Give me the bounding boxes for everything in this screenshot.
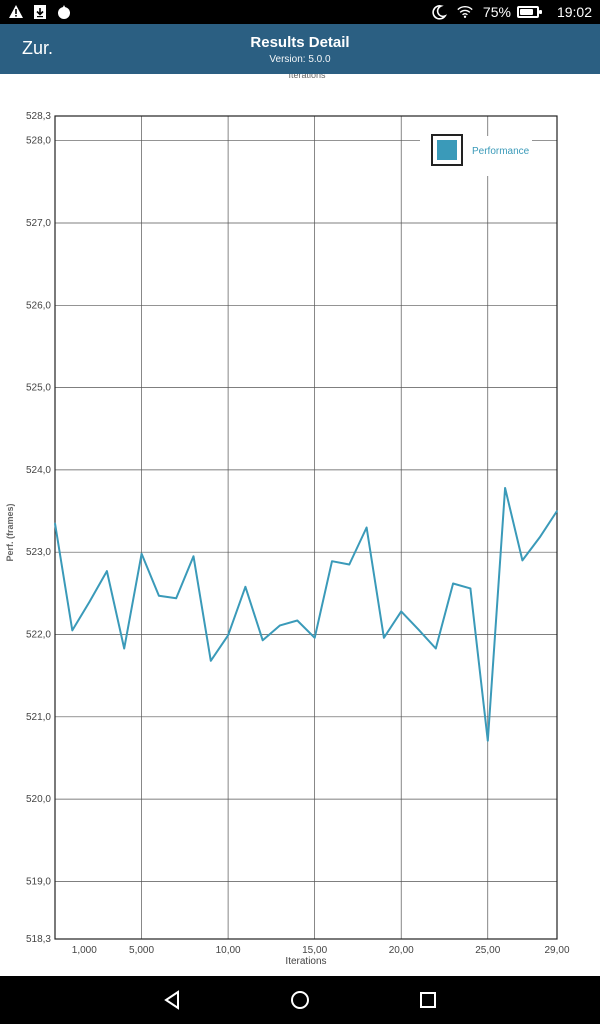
x-tick-label: 5,000 (129, 945, 154, 956)
y-tick-label: 527,0 (26, 218, 51, 229)
data-point (244, 585, 247, 588)
series-line-performance (54, 487, 558, 742)
page-subtitle: Version: 5.0.0 (269, 54, 331, 65)
data-point (158, 595, 160, 597)
x-tick-label: 10,00 (216, 945, 241, 956)
status-left-icons (8, 4, 72, 20)
x-tick-label: 25,00 (475, 945, 500, 956)
data-point (296, 619, 299, 622)
title-block: Results Detail Version: 5.0.0 (0, 34, 600, 65)
data-point (88, 600, 91, 603)
battery-indicator: 75% (482, 4, 542, 20)
home-circle-icon (291, 991, 309, 1009)
data-point (54, 522, 56, 525)
battery-fill (519, 9, 534, 15)
nav-back-button[interactable] (154, 982, 190, 1018)
x-tick-label: 29,00 (544, 945, 569, 956)
chart-area: Iterations 518,3 519,0 520,0 521,0 522,0 523,0… (0, 74, 600, 976)
x-axis-label: Iterations (285, 956, 326, 967)
data-point (209, 660, 212, 662)
data-point (279, 624, 281, 627)
navigation-bar (0, 976, 600, 1024)
data-point (556, 510, 558, 512)
data-point (192, 555, 195, 558)
y-tick-label: 525,0 (26, 383, 51, 394)
x-tick-label: 1,000 (72, 945, 97, 956)
app-bar: Zur. Results Detail Version: 5.0.0 (0, 24, 600, 74)
page-title: Results Detail (250, 34, 350, 51)
y-tick-label: 521,0 (26, 712, 51, 723)
y-axis-label: Perf. (frames) (5, 503, 15, 561)
data-point (486, 739, 489, 742)
data-point (469, 587, 472, 590)
y-tick-label: 528,3 (26, 111, 51, 122)
data-point (227, 634, 229, 637)
x-tick-label: 20,00 (389, 945, 414, 956)
top-axis-label: Iterations (288, 74, 326, 80)
data-point (521, 559, 524, 562)
download-icon (32, 4, 48, 20)
y-tick-label: 528,0 (26, 136, 51, 147)
x-tick-label: 15,00 (302, 945, 327, 956)
performance-chart[interactable]: Iterations 518,3 519,0 520,0 521,0 522,0 523,0… (0, 74, 600, 976)
data-point (313, 636, 316, 639)
data-point (538, 536, 541, 539)
legend-label: Performance (472, 146, 530, 157)
warning-icon (8, 4, 24, 20)
y-tick-label: 522,0 (26, 629, 51, 640)
plot-border (54, 115, 558, 940)
y-tick-label: 523,0 (26, 547, 51, 558)
data-point (383, 636, 385, 639)
data-point (140, 553, 143, 555)
data-point (400, 610, 403, 613)
recents-square-icon (420, 992, 436, 1008)
y-tick-label: 526,0 (26, 300, 51, 311)
drop-icon (56, 4, 72, 20)
y-tick-label: 519,0 (26, 876, 51, 887)
data-point (71, 629, 74, 632)
data-point (331, 560, 333, 563)
battery-percent: 75% (482, 4, 511, 20)
data-point (365, 526, 368, 529)
legend-swatch (437, 140, 457, 160)
back-button[interactable]: Zur. (22, 38, 54, 58)
data-point (348, 563, 351, 566)
status-right-icons: 75% 19:02 (431, 4, 592, 20)
data-point (452, 582, 454, 585)
data-point (106, 570, 108, 572)
data-point (175, 597, 177, 600)
clock: 19:02 (556, 4, 592, 20)
data-point (435, 647, 437, 650)
data-point (123, 647, 126, 650)
y-tick-label: 518,3 (26, 934, 51, 945)
back-triangle-icon (164, 990, 179, 1010)
data-point (417, 628, 420, 631)
nav-home-button[interactable] (282, 982, 318, 1018)
moon-icon (431, 4, 447, 20)
data-point (261, 639, 264, 642)
nav-recents-button[interactable] (410, 982, 446, 1018)
data-point (504, 487, 506, 489)
wifi-icon (457, 4, 473, 20)
y-tick-label: 524,0 (26, 465, 51, 476)
battery-icon (516, 6, 542, 18)
status-bar: 75% 19:02 (0, 0, 600, 24)
y-tick-label: 520,0 (26, 794, 51, 805)
